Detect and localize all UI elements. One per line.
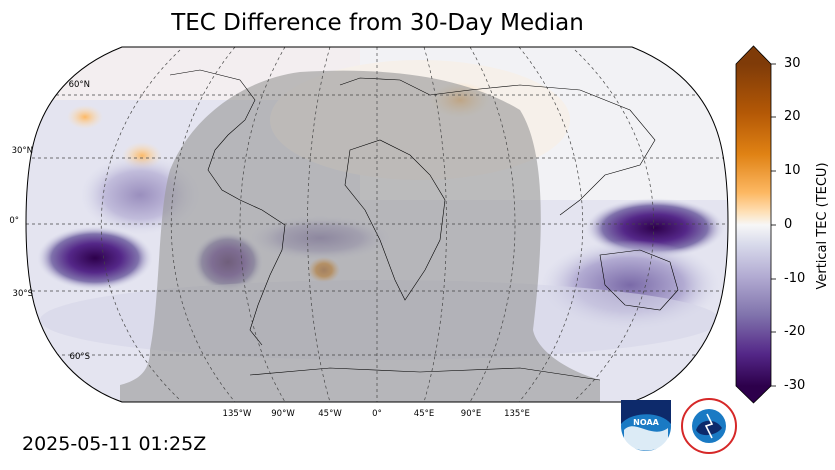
- gridlines: [26, 47, 728, 402]
- anomaly-north-pacific-positive: [67, 105, 103, 129]
- lon-label-90w: 90°W: [271, 409, 295, 419]
- colorbar-tick-neg20: -20: [784, 324, 806, 339]
- colorbar-min-extension: [736, 386, 771, 403]
- anomaly-pacific-south: [37, 226, 153, 290]
- lat-label-30n: 30°N: [11, 146, 33, 156]
- lon-label-45e: 45°E: [413, 409, 435, 419]
- night-shading: [120, 70, 600, 402]
- noaa-logo-text: NOAA: [633, 418, 659, 427]
- lon-label-135w: 135°W: [222, 409, 252, 419]
- colorbar-tick-neg30: -30: [784, 378, 806, 393]
- lat-label-0: 0°: [9, 216, 19, 226]
- lon-label-0: 0°: [372, 409, 382, 419]
- colorbar-tick-0: 0: [784, 217, 793, 232]
- timestamp: 2025-05-11 01:25Z: [22, 433, 207, 455]
- colorbar-tick-20: 20: [784, 109, 801, 124]
- colorbar-tick-neg10: -10: [784, 271, 806, 286]
- lat-label-60s: 60°S: [69, 352, 90, 362]
- colorbar-tick-10: 10: [784, 163, 801, 178]
- colorbar-max-extension: [736, 46, 771, 64]
- coastlines: [169, 69, 679, 381]
- colorbar-label: Vertical TEC (TECU): [815, 162, 830, 290]
- lat-label-60n: 60°N: [68, 80, 90, 90]
- colorbar: [735, 45, 776, 404]
- lon-label-90e: 90°E: [460, 409, 482, 419]
- noaa-logo: [621, 400, 671, 451]
- map-field: [26, 47, 728, 402]
- lat-label-30s: 30°S: [12, 289, 33, 299]
- colorbar-tick-30: 30: [784, 56, 801, 71]
- lon-label-135e: 135°E: [504, 409, 530, 419]
- map-title: TEC Difference from 30-Day Median: [171, 10, 584, 36]
- lon-label-45w: 45°W: [318, 409, 342, 419]
- nws-logo: [681, 398, 737, 454]
